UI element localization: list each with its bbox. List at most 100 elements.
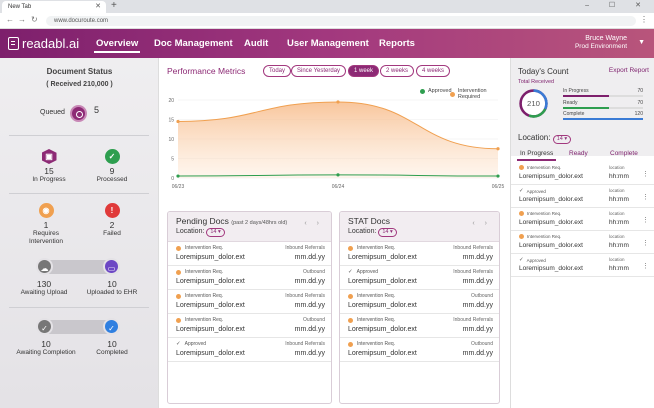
list-item[interactable]: Intervention Req. Loremipsum_dolor.ext Out… xyxy=(340,290,499,314)
forward-arrow-icon[interactable]: → xyxy=(18,15,26,24)
status: ✓ Approved xyxy=(348,269,378,275)
total-donut: 210 xyxy=(519,89,548,118)
stat-awaiting-completion[interactable]: 10 Awaiting Completion xyxy=(16,337,76,357)
bar-label: In Progress xyxy=(563,88,589,94)
file-name: Loremipsum_dolor.ext xyxy=(348,350,417,357)
list-item[interactable]: Intervention Req. Loremipsum_dolor.ext Out… xyxy=(168,314,331,338)
divider xyxy=(9,307,149,308)
new-tab-button[interactable]: + xyxy=(111,0,117,11)
user-environment: Prod Environment xyxy=(574,43,627,50)
status-dot-icon xyxy=(176,245,181,251)
today-location-select[interactable]: 14 ▾ xyxy=(552,135,572,144)
list-item[interactable]: Intervention Req. Loremipsum_dolor.ext Out… xyxy=(340,338,499,362)
list-item[interactable]: Intervention Req. Loremipsum_dolor.ext loc… xyxy=(511,162,654,185)
list-item[interactable]: ✓ Approved Loremipsum_dolor.ext location hh:… xyxy=(511,185,654,208)
list-item[interactable]: ✓ Approved Loremipsum_dolor.ext Inbound Ref… xyxy=(340,266,499,290)
file-name: Loremipsum_dolor.ext xyxy=(519,173,583,180)
url-input[interactable]: www.docuroute.com xyxy=(46,16,636,26)
x-tick-label: 06/24 xyxy=(332,184,345,190)
doc-date: mm.dd.yy xyxy=(294,254,325,261)
list-item[interactable]: Intervention Req. Loremipsum_dolor.ext loc… xyxy=(511,208,654,231)
stat-location-select[interactable]: 14 ▾ xyxy=(378,228,397,237)
reload-icon[interactable]: ↻ xyxy=(31,15,38,24)
browser-tab[interactable]: New Tab ✕ xyxy=(2,1,106,13)
list-item[interactable]: ✓ Approved Loremipsum_dolor.ext Inbound Ref… xyxy=(168,338,331,362)
filter-today[interactable]: Today xyxy=(263,65,292,77)
stat-uploaded[interactable]: 10 Uploaded to EHR xyxy=(82,277,142,297)
location-label: Location: xyxy=(176,228,205,235)
check-circle-icon: ✓ xyxy=(36,318,53,335)
ehr-icon: ▭ xyxy=(103,258,120,275)
stat-completed[interactable]: 10 Completed xyxy=(82,337,142,357)
file-name: Loremipsum_dolor.ext xyxy=(348,254,417,261)
stat-pager[interactable]: ‹ › xyxy=(472,220,491,227)
pending-pager[interactable]: ‹ › xyxy=(304,220,323,227)
doc-type: Inbound Referrals xyxy=(285,293,325,299)
legend-approved: Approved xyxy=(420,88,452,94)
list-item[interactable]: Intervention Req. Loremipsum_dolor.ext Out… xyxy=(168,266,331,290)
stat-in-progress[interactable]: ▣ 15 In Progress xyxy=(19,149,79,184)
list-item[interactable]: Intervention Req. Loremipsum_dolor.ext loc… xyxy=(511,231,654,254)
window-controls[interactable]: – ☐ ✕ xyxy=(585,2,650,9)
stat-failed[interactable]: ! 2 Failed xyxy=(82,203,142,238)
document-status-panel: Document Status ( Received 210,000 ) Que… xyxy=(0,58,159,408)
data-point xyxy=(496,174,500,178)
status: Intervention Req. xyxy=(348,341,395,347)
filter-1-week[interactable]: 1 week xyxy=(348,65,380,77)
status-text: Approved xyxy=(526,257,546,263)
more-icon[interactable]: ⋮ xyxy=(642,263,649,270)
stat-processed[interactable]: ✓ 9 Processed xyxy=(82,149,142,184)
nav-audit[interactable]: Audit xyxy=(244,38,269,49)
stat-awaiting-upload[interactable]: 130 Awaiting Upload xyxy=(14,277,74,297)
filter-since-yesterday[interactable]: Since Yesterday xyxy=(291,65,347,77)
user-info[interactable]: Bruce Wayne Prod Environment xyxy=(575,35,627,51)
status-text: Intervention Req. xyxy=(527,211,562,216)
browser-menu-icon[interactable]: ⋮ xyxy=(640,15,648,24)
list-item[interactable]: Intervention Req. Loremipsum_dolor.ext Inb… xyxy=(168,242,331,266)
file-name: Loremipsum_dolor.ext xyxy=(176,326,245,333)
list-item[interactable]: Intervention Req. Loremipsum_dolor.ext Inb… xyxy=(168,290,331,314)
awaiting-completion-value: 10 xyxy=(41,339,51,349)
nav-user-management[interactable]: User Management xyxy=(287,38,369,49)
filter-4-weeks[interactable]: 4 weeks xyxy=(416,65,451,77)
tab-in-progress[interactable]: In Progress xyxy=(516,150,557,161)
back-arrow-icon[interactable]: ← xyxy=(6,15,14,24)
status: ✓ Approved xyxy=(176,341,206,347)
pending-location-select[interactable]: 14 ▾ xyxy=(206,228,225,237)
browser-tab-strip: New Tab ✕ + – ☐ ✕ xyxy=(0,0,654,13)
y-tick-label: 20 xyxy=(168,98,174,104)
file-name: Loremipsum_dolor.ext xyxy=(348,326,417,333)
logo[interactable]: readabl.ai xyxy=(8,35,79,51)
bar-value: 70 xyxy=(637,88,643,94)
chevron-down-icon[interactable]: ▼ xyxy=(638,39,645,46)
list-item[interactable]: ✓ Approved Loremipsum_dolor.ext location hh:… xyxy=(511,254,654,277)
nav-reports[interactable]: Reports xyxy=(379,38,415,49)
more-icon[interactable]: ⋮ xyxy=(642,217,649,224)
check-icon: ✓ xyxy=(176,341,181,347)
close-tab-icon[interactable]: ✕ xyxy=(95,3,101,10)
tab-ready[interactable]: Ready xyxy=(569,150,588,157)
file-name: Loremipsum_dolor.ext xyxy=(176,254,245,261)
check-icon: ✓ xyxy=(519,257,524,263)
more-icon[interactable]: ⋮ xyxy=(642,171,649,178)
list-item[interactable]: Intervention Req. Loremipsum_dolor.ext Inb… xyxy=(340,242,499,266)
more-icon[interactable]: ⋮ xyxy=(642,240,649,247)
inbox-icon: ▣ xyxy=(41,149,57,164)
status-text: Approved xyxy=(184,341,207,347)
status-dot-icon xyxy=(348,293,353,299)
nav-doc-management[interactable]: Doc Management xyxy=(154,38,233,49)
tab-complete[interactable]: Complete xyxy=(610,150,638,157)
status-dot-icon xyxy=(348,317,353,323)
nav-overview[interactable]: Overview xyxy=(93,38,141,53)
export-report-link[interactable]: Export Report xyxy=(608,67,649,74)
status-dot-icon xyxy=(519,234,524,239)
filter-2-weeks[interactable]: 2 weeks xyxy=(380,65,415,77)
processed-value: 9 xyxy=(109,166,115,176)
stat-requires-intervention[interactable]: ◉ 1 Requires Intervention xyxy=(16,203,76,246)
donut-ring-progress xyxy=(519,89,548,118)
status-text: Intervention Req. xyxy=(185,245,224,251)
check-badge-icon: ✓ xyxy=(103,318,120,335)
more-icon[interactable]: ⋮ xyxy=(642,194,649,201)
list-item[interactable]: Intervention Req. Loremipsum_dolor.ext Inb… xyxy=(340,314,499,338)
donut-ring-ready xyxy=(519,89,548,118)
